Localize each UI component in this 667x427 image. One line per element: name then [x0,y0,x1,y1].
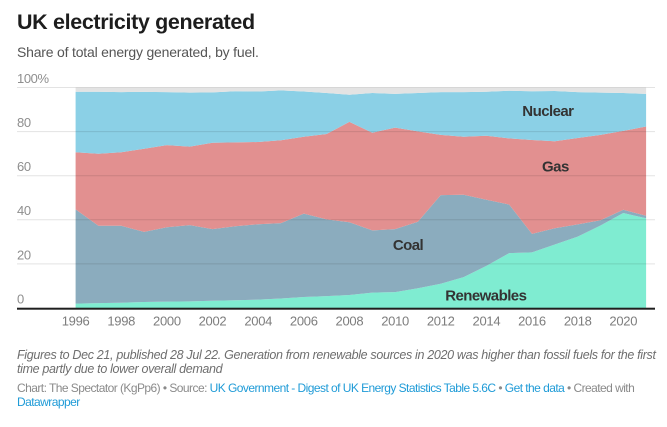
svg-text:2012: 2012 [427,314,455,329]
svg-text:0: 0 [17,291,24,306]
svg-text:40: 40 [17,203,31,218]
svg-text:2016: 2016 [518,314,546,329]
svg-text:1998: 1998 [107,314,135,329]
svg-text:1996: 1996 [62,314,90,329]
svg-text:Renewables: Renewables [445,288,526,305]
svg-text:Nuclear: Nuclear [522,103,574,120]
svg-text:Coal: Coal [393,237,424,254]
svg-text:2008: 2008 [336,314,364,329]
svg-text:2004: 2004 [244,314,272,329]
svg-text:80: 80 [17,115,31,130]
svg-text:2010: 2010 [381,314,409,329]
svg-text:2002: 2002 [199,314,227,329]
svg-text:2018: 2018 [564,314,592,329]
svg-text:2006: 2006 [290,314,318,329]
svg-text:100%: 100% [17,71,49,86]
svg-text:20: 20 [17,247,31,262]
svg-text:2000: 2000 [153,314,181,329]
svg-text:2020: 2020 [609,314,637,329]
svg-text:2014: 2014 [473,314,501,329]
svg-text:60: 60 [17,159,31,174]
svg-text:Gas: Gas [542,159,569,176]
